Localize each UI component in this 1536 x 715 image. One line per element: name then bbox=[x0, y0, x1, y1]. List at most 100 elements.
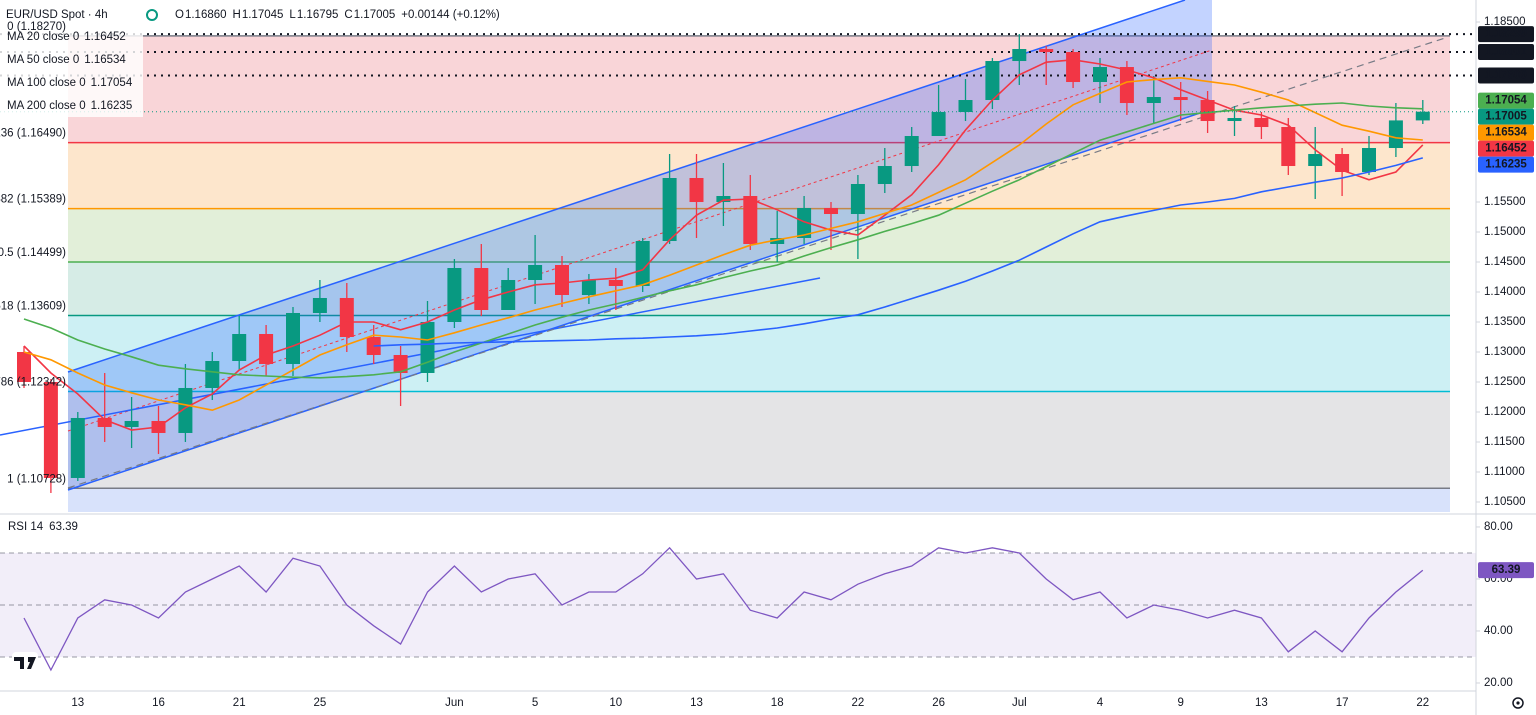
candle-body bbox=[1362, 148, 1376, 173]
candle-body bbox=[420, 321, 435, 373]
y-tick-label: 1.12500 bbox=[1484, 376, 1526, 388]
candle-body bbox=[689, 178, 704, 203]
candle-body bbox=[1281, 127, 1296, 167]
y-tick-label: 1.14500 bbox=[1484, 256, 1526, 268]
y-tick-label: 1.15000 bbox=[1484, 226, 1526, 238]
x-tick-label: 4 bbox=[1097, 697, 1104, 709]
fib-label: 0.618 (1.13609) bbox=[0, 300, 66, 312]
legend-name: MA 100 close 0 bbox=[7, 77, 86, 89]
rsi-tick-label: 80.00 bbox=[1484, 521, 1513, 533]
x-tick-label: 13 bbox=[71, 697, 84, 709]
logo-mark bbox=[14, 657, 36, 669]
price-tag-label: 1.18299 bbox=[1485, 28, 1527, 40]
price-tag bbox=[1478, 43, 1534, 60]
price-tag-label: 1.17005 bbox=[1485, 111, 1527, 123]
candle-body bbox=[501, 279, 516, 310]
candle-body bbox=[555, 264, 569, 295]
candle-body bbox=[1200, 100, 1215, 122]
price-tag-label: 1.17609 bbox=[1485, 70, 1527, 82]
legend-name: MA 200 close 0 bbox=[7, 100, 86, 112]
candle-body bbox=[205, 360, 220, 388]
gear-center[interactable] bbox=[1516, 701, 1520, 705]
y-tick-label: 1.13500 bbox=[1484, 316, 1526, 328]
candle-body bbox=[877, 166, 892, 185]
rsi-pane bbox=[0, 546, 1476, 672]
candle-body bbox=[17, 351, 31, 382]
y-tick-label: 1.15500 bbox=[1484, 196, 1526, 208]
x-tick-label: 22 bbox=[1416, 697, 1429, 709]
candle-body bbox=[1146, 97, 1161, 104]
candle-body bbox=[797, 208, 812, 239]
legend-value: 1.16235 bbox=[91, 100, 133, 112]
candle-body bbox=[1066, 52, 1081, 83]
y-tick-label: 1.11000 bbox=[1484, 466, 1525, 478]
y-tick-label: 1.12000 bbox=[1484, 406, 1526, 418]
moving-average bbox=[23, 102, 1423, 379]
candle-body bbox=[958, 100, 973, 113]
price-tag bbox=[1478, 67, 1534, 84]
candle-body bbox=[1415, 111, 1430, 121]
price-marks bbox=[0, 33, 1476, 493]
x-tick-label: 9 bbox=[1177, 697, 1183, 709]
candle-body bbox=[1119, 67, 1134, 104]
header-text: 1.16795 bbox=[297, 9, 339, 21]
settings-icon[interactable] bbox=[1512, 697, 1524, 709]
status-icon bbox=[146, 9, 158, 21]
fib-zone bbox=[68, 262, 1450, 316]
legend-value: 1.16534 bbox=[84, 54, 126, 66]
gear[interactable] bbox=[1512, 697, 1524, 709]
price-tag-label: 1.17054 bbox=[1485, 95, 1527, 107]
candle-body bbox=[70, 417, 85, 478]
channel-lower bbox=[67, 108, 1213, 491]
legend-value: 1.17054 bbox=[91, 77, 133, 89]
candle-body bbox=[824, 208, 838, 215]
candle-body bbox=[1012, 49, 1027, 62]
x-tick-label: Jul bbox=[1012, 697, 1027, 709]
candle-body bbox=[581, 279, 596, 295]
legend-name: MA 50 close 0 bbox=[7, 54, 79, 66]
price-tag-label: 1.16452 bbox=[1485, 143, 1527, 155]
moving-average bbox=[23, 58, 1424, 431]
price-tag-label: 1.18001 bbox=[1485, 46, 1527, 58]
candle-body bbox=[97, 417, 112, 427]
candle-body bbox=[1173, 97, 1188, 101]
moving-average bbox=[23, 76, 1423, 412]
price-tag bbox=[1478, 108, 1534, 125]
rsi-tick-label: 20.00 bbox=[1484, 677, 1513, 689]
candle-body bbox=[608, 279, 623, 286]
x-tick-label: 17 bbox=[1336, 697, 1349, 709]
logo-bg bbox=[12, 652, 38, 674]
y-tick-label: 1.14000 bbox=[1484, 286, 1526, 298]
candle-body bbox=[393, 354, 408, 373]
legend-backdrop bbox=[0, 0, 143, 117]
y-tick-label: 1.10500 bbox=[1484, 496, 1526, 508]
candle-body bbox=[474, 267, 489, 310]
x-tick-label: Jun bbox=[445, 697, 464, 709]
candle-body bbox=[259, 333, 274, 364]
x-tick-label: 13 bbox=[1255, 697, 1268, 709]
legend-name: MA 20 close 0 bbox=[7, 31, 79, 43]
candle-body bbox=[1308, 154, 1323, 167]
fib-zone bbox=[68, 142, 1450, 209]
y-tick-label: 1.18500 bbox=[1484, 16, 1526, 28]
legend-value: 1.16452 bbox=[84, 31, 126, 43]
fib-zones bbox=[68, 35, 1450, 512]
price-tag bbox=[1478, 140, 1534, 157]
candle-body bbox=[1039, 49, 1054, 53]
x-tick-label: 26 bbox=[932, 697, 945, 709]
candle-body bbox=[312, 297, 327, 313]
x-tick-label: 18 bbox=[771, 697, 784, 709]
fib-zone bbox=[68, 208, 1450, 263]
header-text: EUR/USD Spot · 4h bbox=[6, 9, 108, 21]
trend-line bbox=[0, 277, 821, 436]
price-tag bbox=[1478, 156, 1534, 173]
header-text: 1.17045 bbox=[242, 9, 284, 21]
price-tag-label: 1.16534 bbox=[1485, 127, 1527, 139]
fib-zone bbox=[68, 35, 1450, 143]
header-text: L bbox=[289, 9, 296, 21]
x-tick-label: 22 bbox=[852, 697, 865, 709]
rsi-value: 63.39 bbox=[49, 521, 78, 533]
candle-body bbox=[178, 387, 193, 433]
header-text: O bbox=[175, 9, 184, 21]
x-tick-label: 21 bbox=[233, 697, 246, 709]
